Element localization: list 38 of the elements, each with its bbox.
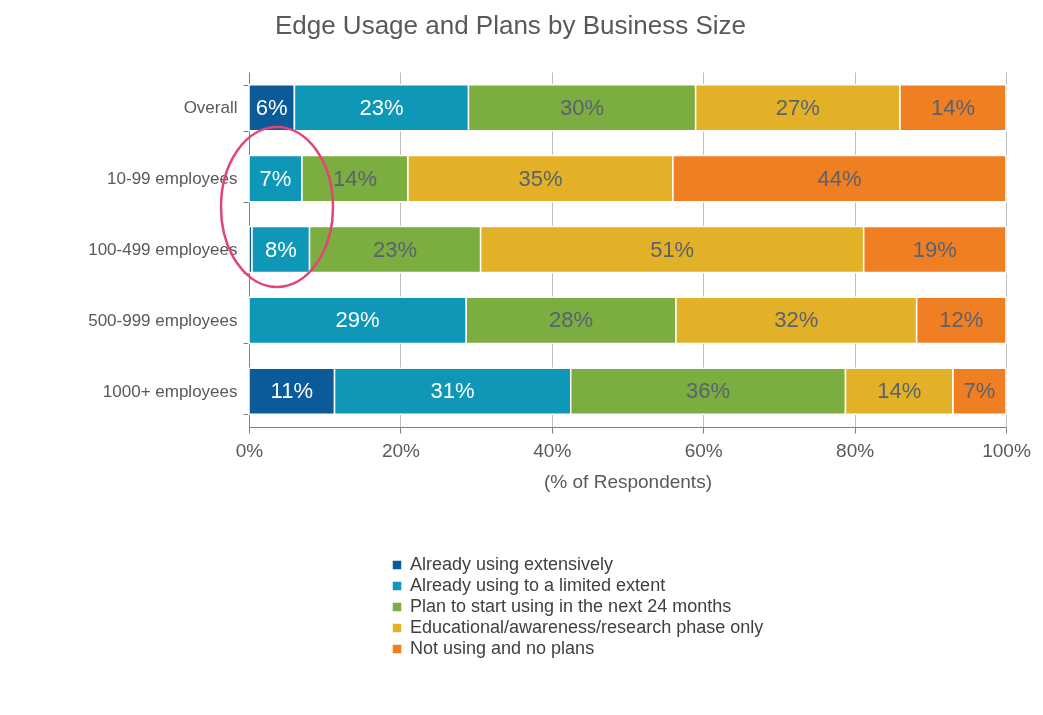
data-label: 35% [518, 165, 563, 191]
data-label: 6% [255, 94, 288, 120]
data-label: 14% [877, 378, 922, 404]
y-tick-label: 500-999 employees [88, 310, 238, 330]
y-tick-label: 1000+ employees [102, 381, 238, 401]
data-label: 44% [817, 165, 862, 191]
legend-label: Already using extensively [410, 554, 614, 574]
x-tick-label: 40% [533, 439, 572, 461]
legend-label: Already using to a limited extent [410, 575, 666, 595]
data-label: 23% [359, 94, 404, 120]
data-label: 11% [270, 378, 313, 404]
x-tick-label: 20% [381, 439, 421, 461]
chart-title: Edge Usage and Plans by Business Size [274, 10, 747, 40]
legend-label: Educational/awareness/research phase only [410, 617, 764, 637]
x-tick-label: 0% [235, 439, 264, 461]
data-label: 30% [560, 94, 605, 120]
data-label: 29% [335, 307, 380, 333]
data-label: 14% [332, 165, 377, 191]
data-label: 8% [264, 236, 297, 262]
data-label: 23% [373, 236, 418, 262]
x-tick-label: 100% [982, 439, 1031, 461]
x-axis-title: (% of Respondents) [544, 470, 712, 492]
legend-label: Plan to start using in the next 24 months [410, 596, 732, 616]
x-tick-label: 80% [836, 439, 875, 461]
data-label: 7% [963, 378, 996, 404]
data-label: 12% [939, 307, 984, 333]
data-label: 7% [259, 165, 292, 191]
data-label: 36% [686, 378, 731, 404]
data-label: 28% [549, 307, 594, 333]
x-tick-label: 60% [684, 439, 723, 461]
legend-label: Not using and no plans [410, 638, 595, 658]
data-label: 51% [650, 236, 695, 262]
data-label: 19% [912, 236, 957, 262]
y-tick-label: Overall [183, 98, 238, 118]
data-label: 14% [930, 94, 976, 120]
data-label: 32% [774, 307, 819, 333]
data-label: 27% [775, 94, 820, 120]
data-label: 31% [430, 378, 475, 404]
